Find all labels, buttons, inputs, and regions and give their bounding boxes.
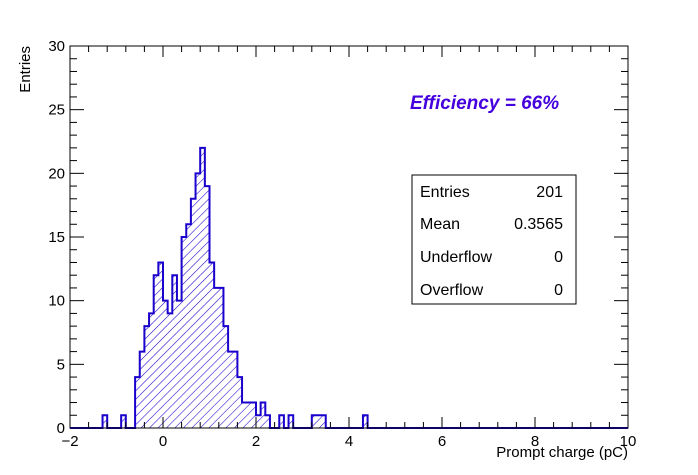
histogram-bin (181, 237, 187, 428)
x-tick-label: 6 (438, 433, 446, 450)
y-tick-label: 0 (57, 420, 65, 437)
histogram-bin (316, 415, 322, 428)
histogram-bin (218, 287, 224, 428)
x-tick-label: 8 (531, 433, 539, 450)
histogram-bin (260, 402, 266, 428)
efficiency-annotation: Efficiency = 66% (410, 93, 559, 114)
y-tick-label: 25 (48, 102, 65, 119)
histogram-bin (144, 326, 150, 428)
histogram-bin (311, 415, 317, 428)
histogram-bin (228, 351, 233, 428)
histogram-bin (135, 377, 140, 428)
histogram-bin (242, 402, 247, 428)
histogram-bin (149, 313, 154, 428)
histogram-bin (102, 415, 108, 428)
histogram-bin (246, 402, 252, 428)
axis-ticks (69, 45, 629, 429)
y-tick-label: 20 (48, 165, 65, 182)
histogram-bin (232, 351, 238, 428)
histogram-bin (163, 300, 168, 428)
histogram-bin (223, 326, 229, 428)
stats-entries-label: Entries (420, 184, 470, 201)
histogram-bin (190, 198, 196, 428)
histogram-bin (237, 377, 243, 428)
histogram-bin (200, 147, 205, 428)
histogram-bin (251, 402, 256, 428)
stats-entries-value: 201 (536, 184, 563, 201)
y-tick-label: 5 (57, 356, 65, 373)
histogram-bin (186, 224, 191, 428)
stats-mean-value: 0.3565 (514, 216, 563, 233)
histogram-bin (121, 415, 126, 428)
y-tick-label: 10 (48, 293, 65, 310)
y-tick-label: 15 (48, 229, 65, 246)
histogram-bin (288, 415, 294, 428)
histogram-bin (321, 415, 326, 428)
histogram-bin (172, 275, 177, 428)
stats-overflow-value: 0 (554, 282, 563, 299)
histogram-bin (176, 300, 182, 428)
stats-mean-label: Mean (420, 216, 460, 233)
histogram-bin (265, 415, 270, 428)
stats-box-frame (411, 174, 577, 305)
histogram-bin (158, 262, 163, 428)
histogram-bin (195, 173, 201, 428)
histogram-bins (70, 146, 628, 429)
histogram-bin (167, 313, 173, 428)
histogram-bin (279, 415, 284, 428)
x-tick-label: −2 (61, 433, 78, 450)
stats-underflow-value: 0 (554, 249, 563, 266)
x-tick-label: 4 (345, 433, 353, 450)
x-tick-label: 0 (159, 433, 167, 450)
histogram-bin (209, 262, 215, 428)
x-tick-label: 10 (620, 433, 637, 450)
stats-underflow-label: Underflow (420, 249, 492, 266)
histogram-bin (256, 415, 261, 428)
y-axis-title: Entries (17, 46, 34, 93)
histogram-bin (139, 351, 145, 428)
stats-overflow-label: Overflow (420, 282, 484, 299)
y-tick-label: 30 (48, 38, 65, 55)
histogram-bin (214, 287, 219, 428)
x-axis-title: Prompt charge (pC) (496, 444, 628, 461)
stats-box: Entries 201 Mean 0.3565 Underflow 0 Over… (411, 174, 577, 305)
x-tick-label: 2 (252, 433, 260, 450)
histogram-bin (153, 275, 159, 428)
histogram-bin (204, 186, 210, 428)
histogram-bin (362, 415, 368, 428)
